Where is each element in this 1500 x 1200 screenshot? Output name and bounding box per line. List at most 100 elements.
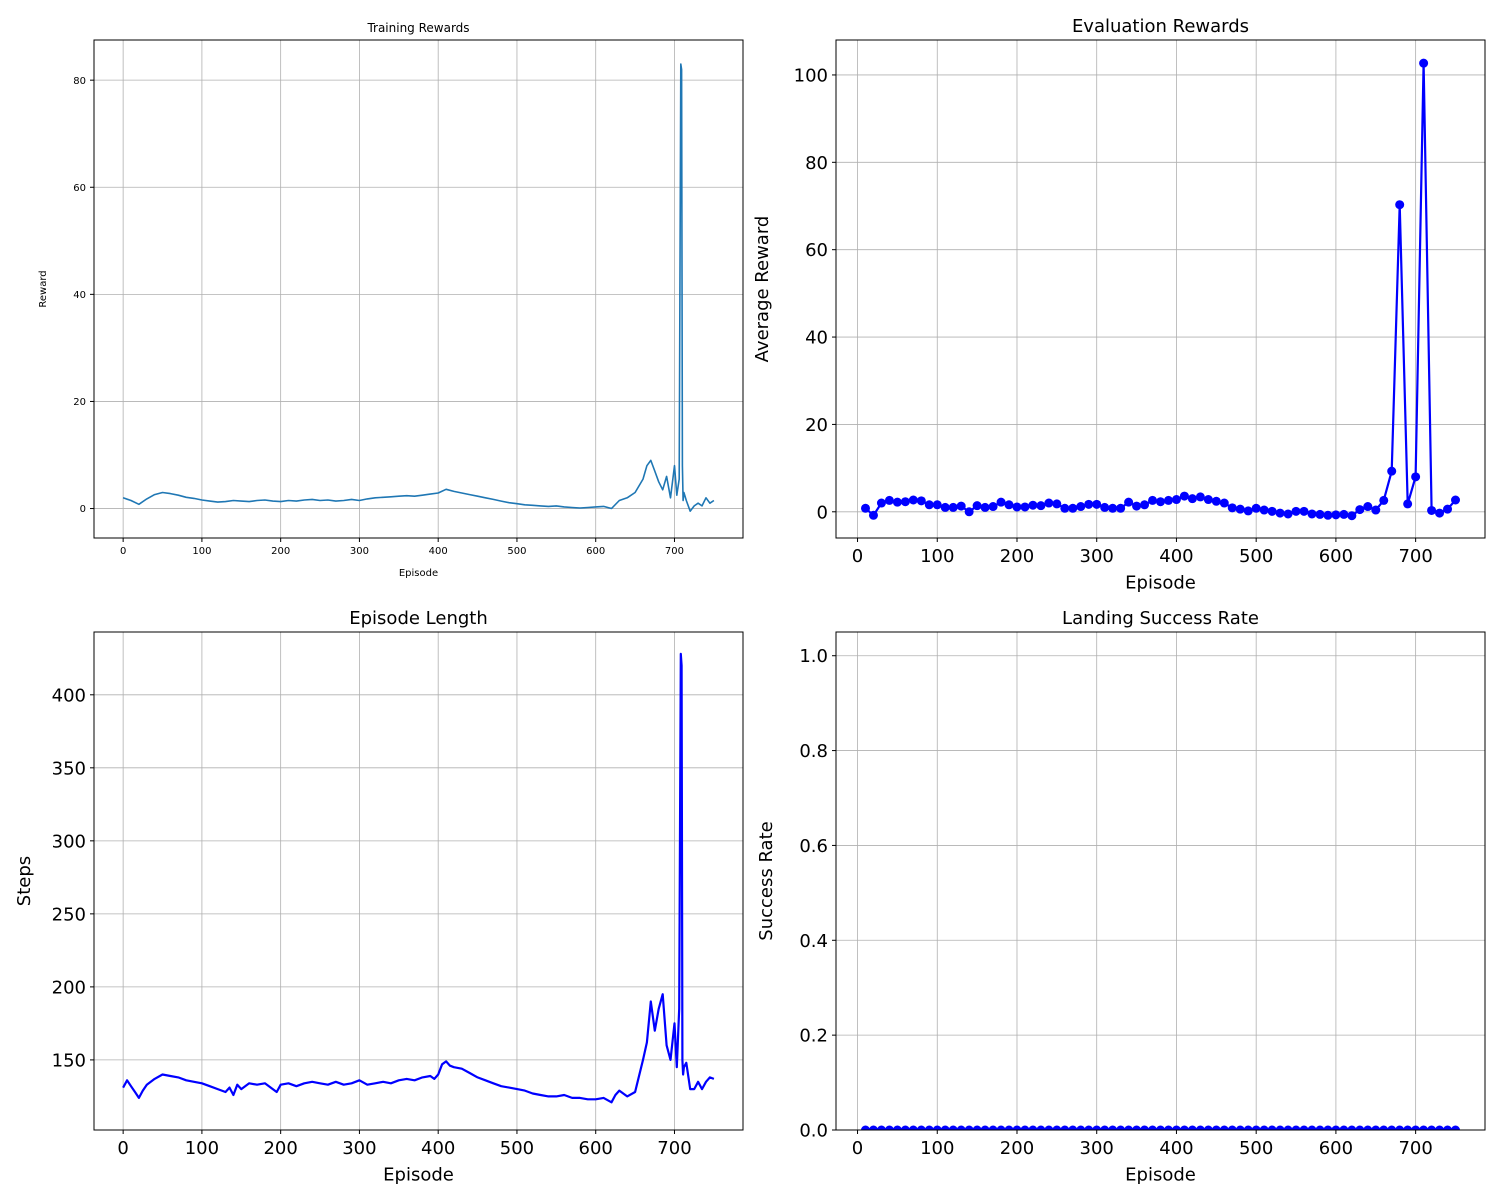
data-point	[1387, 466, 1397, 476]
data-point	[1092, 499, 1102, 509]
data-point	[1036, 1125, 1046, 1130]
x-axis-label: Episode	[399, 568, 438, 579]
data-point	[1251, 1125, 1261, 1130]
data-point	[1028, 500, 1038, 510]
x-tick-label: 200	[1000, 546, 1034, 567]
series-line	[864, 62, 1457, 517]
data-point	[1211, 496, 1221, 506]
data-point	[1140, 1125, 1150, 1130]
y-tick-label: 60	[805, 240, 828, 261]
x-tick-label: 700	[657, 1138, 691, 1159]
data-point	[1012, 502, 1022, 512]
data-point	[1012, 1125, 1022, 1130]
y-tick-label: 300	[52, 831, 86, 852]
data-point	[1028, 1125, 1038, 1130]
data-point	[1060, 503, 1070, 513]
data-point	[868, 510, 878, 520]
x-tick-label: 300	[342, 1138, 376, 1159]
data-point	[1307, 1125, 1317, 1130]
data-point	[1315, 509, 1325, 519]
data-point	[1275, 508, 1285, 518]
data-point	[1092, 1125, 1102, 1130]
data-point	[1435, 508, 1445, 518]
data-point	[1211, 1125, 1221, 1130]
data-point	[980, 502, 990, 512]
data-point	[996, 497, 1006, 507]
data-point	[1275, 1125, 1285, 1130]
data-point	[1419, 58, 1429, 68]
y-tick-label: 0.6	[799, 836, 828, 857]
data-point	[1267, 506, 1277, 516]
data-point	[932, 1125, 942, 1130]
data-point	[1052, 499, 1062, 509]
y-axis-label: Success Rate	[756, 821, 777, 940]
data-point	[1283, 1125, 1293, 1130]
data-point	[1299, 1125, 1309, 1130]
x-tick-label: 100	[920, 546, 954, 567]
data-point	[1403, 1125, 1413, 1130]
axes-frame	[835, 39, 1486, 539]
data-point	[1371, 1125, 1381, 1130]
x-tick-label: 700	[1398, 1138, 1432, 1159]
x-tick-label: 0	[117, 1138, 128, 1159]
x-axis-label: Episode	[1125, 1164, 1196, 1185]
data-point	[988, 502, 998, 512]
data-point	[964, 1125, 974, 1130]
data-point	[1108, 503, 1118, 513]
data-point	[1307, 509, 1317, 519]
data-point	[1187, 494, 1197, 504]
x-tick-label: 0	[120, 546, 126, 557]
y-axis-label: Steps	[14, 856, 35, 906]
y-tick-label: 20	[73, 397, 86, 408]
data-point	[1219, 1125, 1229, 1130]
data-point	[972, 501, 982, 511]
y-tick-label: 100	[794, 65, 828, 86]
data-point	[916, 1125, 926, 1130]
y-tick-label: 40	[805, 328, 828, 349]
data-point	[940, 1125, 950, 1130]
y-tick-label: 80	[805, 153, 828, 174]
data-point	[1355, 505, 1365, 515]
data-point	[932, 500, 942, 510]
x-tick-label: 300	[1080, 546, 1114, 567]
data-point	[1163, 1125, 1173, 1130]
data-point	[1156, 497, 1165, 507]
data-point	[1315, 1125, 1325, 1130]
data-point	[1084, 499, 1094, 509]
data-point	[1004, 500, 1014, 510]
data-point	[1243, 1125, 1253, 1130]
x-tick-label: 400	[429, 546, 448, 557]
data-point	[892, 1125, 902, 1130]
y-tick-label: 40	[73, 290, 86, 301]
data-point	[948, 1125, 958, 1130]
data-point	[1148, 1125, 1158, 1130]
chart-title: Evaluation Rewards	[1072, 16, 1249, 37]
data-point	[1020, 502, 1030, 512]
chart-panel-2: 0 100 200 300 400 500 600 700 0 20 40 60 80 100 Evalua…	[752, 16, 1486, 593]
data-point	[1427, 1125, 1437, 1130]
data-point	[1347, 511, 1357, 521]
data-point	[1299, 506, 1309, 516]
x-tick-label: 300	[1080, 1138, 1114, 1159]
data-point	[1044, 1125, 1054, 1130]
y-tick-label: 0.2	[799, 1026, 828, 1047]
y-tick-label: 1.0	[799, 646, 828, 667]
data-point	[1443, 1125, 1453, 1130]
x-tick-label: 200	[271, 546, 290, 557]
data-point	[1195, 1125, 1205, 1130]
y-tick-label: 350	[52, 758, 86, 779]
data-point	[1171, 1125, 1181, 1130]
data-point	[1403, 499, 1413, 509]
data-point	[1379, 1125, 1389, 1130]
y-tick-label: 150	[52, 1050, 86, 1071]
data-point	[1036, 501, 1046, 511]
plot-area	[861, 58, 1460, 521]
data-point	[1052, 1125, 1062, 1130]
data-point	[1195, 492, 1205, 502]
data-point	[924, 500, 934, 510]
data-point	[1156, 1125, 1165, 1130]
data-point	[1387, 1125, 1397, 1130]
data-point	[1243, 506, 1253, 516]
data-point	[1339, 1125, 1349, 1130]
